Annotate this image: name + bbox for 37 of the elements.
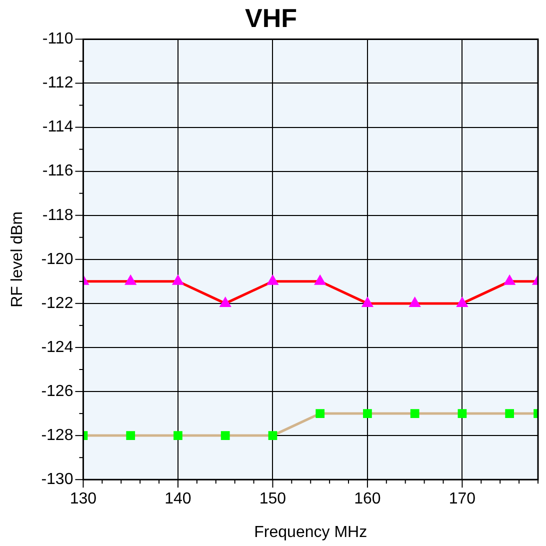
x-tick-label: 150 bbox=[259, 490, 286, 508]
point bbox=[268, 276, 278, 285]
y-tick-label: -110 bbox=[42, 30, 74, 48]
x-tick-label: 160 bbox=[354, 490, 381, 508]
point bbox=[457, 298, 468, 307]
chart-title: VHF bbox=[245, 2, 297, 33]
point bbox=[410, 409, 420, 418]
y-tick-label: -112 bbox=[42, 74, 74, 92]
y-tick-label: -126 bbox=[41, 382, 74, 400]
y-tick-label: -116 bbox=[42, 162, 74, 180]
y-tick-label: -114 bbox=[42, 118, 74, 136]
point bbox=[220, 431, 230, 440]
y-tick-label: -124 bbox=[41, 338, 74, 356]
y-tick-label: -120 bbox=[41, 250, 74, 268]
point bbox=[505, 409, 514, 418]
point bbox=[174, 431, 182, 440]
x-tick-label: 170 bbox=[448, 490, 476, 508]
point bbox=[504, 276, 515, 285]
y-tick-label: -122 bbox=[41, 294, 74, 312]
x-axis-title: Frequency MHz bbox=[254, 524, 368, 541]
point bbox=[126, 431, 136, 440]
point bbox=[125, 276, 136, 285]
point bbox=[362, 298, 373, 307]
y-tick-label: -130 bbox=[41, 471, 74, 488]
point bbox=[410, 298, 420, 307]
point bbox=[458, 409, 467, 418]
point bbox=[220, 298, 230, 307]
point bbox=[314, 276, 326, 285]
x-tick-label: 140 bbox=[164, 490, 192, 508]
y-axis-title: RF level dBm bbox=[9, 211, 26, 308]
y-tick-label: -128 bbox=[41, 426, 74, 444]
y-tick-label: -118 bbox=[42, 206, 74, 224]
point bbox=[172, 276, 184, 285]
point bbox=[316, 409, 325, 418]
point bbox=[268, 431, 278, 440]
x-tick-label: 130 bbox=[70, 490, 97, 508]
point bbox=[363, 409, 372, 418]
